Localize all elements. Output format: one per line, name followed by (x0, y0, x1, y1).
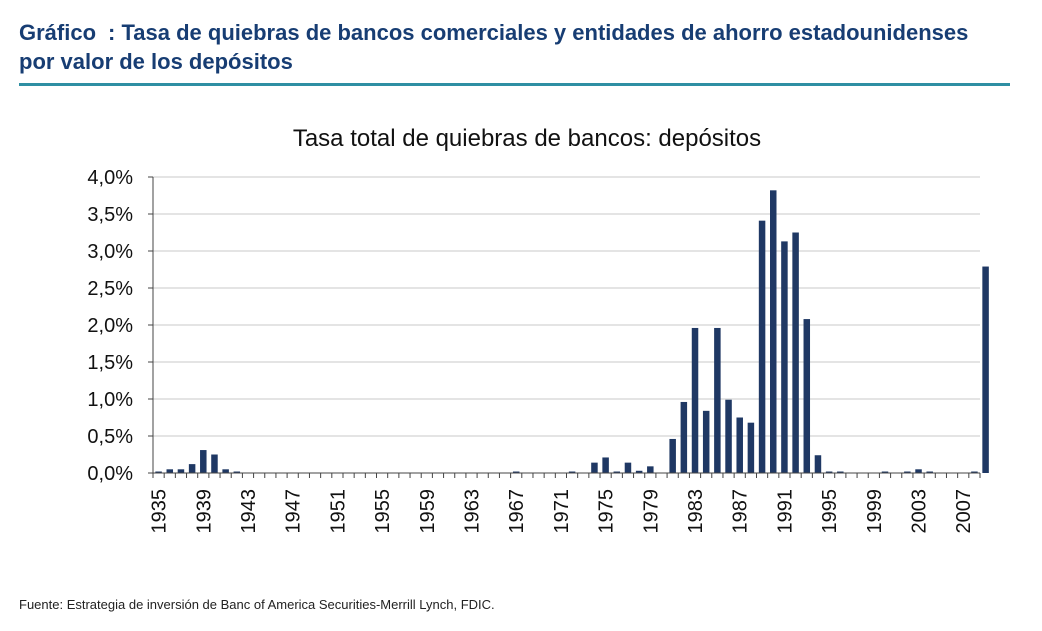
bar-1977 (624, 462, 632, 473)
bar-1988 (747, 422, 755, 473)
bar-1996 (837, 471, 844, 473)
chart-title: Tasa total de quiebras de bancos: depósi… (293, 125, 761, 152)
bar-2003 (915, 469, 922, 473)
bar-1974 (591, 462, 598, 473)
bar-1982 (680, 401, 688, 473)
figure-label: Gráfico (19, 20, 97, 45)
bar-1984 (702, 410, 710, 473)
bar-1992 (792, 232, 799, 473)
x-tick-label: 1935 (149, 489, 171, 534)
bar-chart: Tasa total de quiebras de bancos: depósi… (87, 125, 989, 534)
bar-1936 (166, 469, 174, 473)
x-tick-label: 1939 (193, 489, 215, 534)
bar-1938 (188, 464, 196, 473)
title-divider (19, 83, 1010, 86)
bar-1967 (512, 471, 520, 473)
y-tick-label: 1,5% (87, 352, 133, 374)
y-tick-label: 2,0% (87, 315, 133, 337)
gridlines (153, 176, 980, 474)
bar-2008 (971, 471, 978, 473)
bar-1983 (691, 327, 699, 473)
x-tick-label: 2003 (909, 489, 931, 534)
bar-1987 (736, 417, 743, 473)
bar-1986 (725, 399, 732, 473)
y-tick-label: 3,0% (87, 241, 133, 263)
bar-1990 (770, 190, 777, 473)
bar-1993 (803, 319, 811, 473)
figure-title: Gráfico: Tasa de quiebras de bancos come… (19, 18, 1009, 76)
bar-1989 (758, 220, 766, 473)
y-tick-label: 2,5% (87, 278, 133, 300)
bar-1940 (211, 454, 218, 473)
bar-1939 (200, 450, 207, 473)
y-tick-label: 4,0% (87, 167, 133, 189)
x-tick-label: 1951 (327, 489, 349, 534)
bar-2004 (926, 471, 933, 473)
x-tick-label: 1983 (685, 489, 707, 534)
bar-1937 (177, 469, 185, 473)
y-tick-label: 3,5% (87, 204, 133, 226)
bar-2000 (881, 471, 889, 473)
bar-1978 (635, 470, 643, 473)
bar-1985 (714, 327, 721, 473)
bar-1991 (781, 241, 788, 473)
bar-1975 (602, 457, 609, 473)
y-tick-label: 0,5% (87, 426, 133, 448)
x-tick-label: 1963 (462, 489, 484, 534)
x-tick-label: 1987 (730, 489, 752, 534)
x-tick-label: 1967 (506, 489, 528, 534)
x-tick-label: 1979 (640, 489, 662, 534)
bar-1942 (233, 471, 241, 473)
x-tick-label: 1943 (238, 489, 260, 534)
bar-1981 (669, 438, 676, 473)
x-tick-label: 1975 (596, 489, 618, 534)
source-note: Fuente: Estrategia de inversión de Banc … (19, 597, 495, 612)
x-tick-label: 1955 (372, 489, 394, 534)
bar-1976 (613, 471, 621, 473)
bar-1979 (647, 466, 654, 473)
bar-1995 (825, 471, 833, 473)
bar-1972 (568, 471, 576, 473)
y-tick-label: 1,0% (87, 389, 133, 411)
x-tick-label: 1947 (283, 489, 305, 534)
x-tick-label: 1959 (417, 489, 439, 534)
bars (155, 190, 989, 473)
y-tick-labels: 0,0% 0,5% 1,0% 1,5% 2,0% 2,5% 3,0% 3,5% 4,0% (87, 167, 153, 485)
bar-1935 (155, 471, 162, 473)
x-tick-label: 1999 (864, 489, 886, 534)
figure-title-text: : Tasa de quiebras de bancos comerciales… (19, 20, 969, 74)
x-tick-label: 1971 (551, 489, 573, 534)
x-tick-label: 1995 (819, 489, 841, 534)
x-tick-labels: 1935 1939 1943 1947 1951 1955 1959 1963 1967 1971… (149, 473, 981, 534)
bar-2002 (904, 471, 911, 473)
bar-1941 (222, 469, 229, 473)
x-tick-label: 2007 (953, 489, 975, 534)
bar-undefined (982, 266, 989, 473)
y-tick-label: 0,0% (87, 463, 133, 485)
bar-1994 (814, 455, 822, 473)
x-tick-label: 1991 (774, 489, 796, 534)
